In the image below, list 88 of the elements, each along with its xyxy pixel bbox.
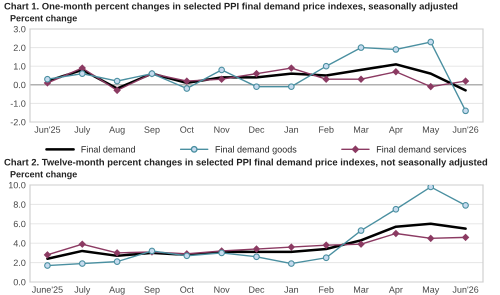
point xyxy=(253,253,260,260)
x-tick-label: July xyxy=(74,126,90,135)
chart-title: Chart 1. One-month percent changes in selected PPI final demand price indexes, seasonally adjusted xyxy=(4,2,458,12)
x-tick-label: Jun'25 xyxy=(34,126,60,133)
x-tick-label: Mar xyxy=(354,286,369,293)
x-tick-label: Jun'26 xyxy=(452,126,478,133)
y-tick-label: 6.0 xyxy=(14,220,26,228)
x-tick-label: Oct xyxy=(180,286,194,293)
point xyxy=(44,76,51,83)
x-tick-label: Feb xyxy=(319,286,334,293)
x-tick-label: Jan xyxy=(284,286,298,293)
x-tick-label: May xyxy=(422,286,440,295)
point xyxy=(78,240,86,248)
y-axis-title: Percent change xyxy=(10,14,77,24)
x-tick-label: Jan xyxy=(284,126,298,133)
y-tick-label: 0.0 xyxy=(14,82,26,88)
x-tick-label: July xyxy=(74,286,90,295)
point xyxy=(114,86,121,94)
chart-title: Chart 2. Twelve-month percent changes in selected PPI final demand price indexes, not seasonally adjusted xyxy=(4,158,488,168)
x-tick-label: Nov xyxy=(214,286,230,293)
x-tick-label: Feb xyxy=(319,126,334,133)
legend-label: Final demand services xyxy=(376,146,466,153)
y-tick-label: 2.0 xyxy=(14,260,26,266)
point xyxy=(288,64,295,72)
point xyxy=(44,262,51,269)
point xyxy=(288,260,295,267)
y-tick-label: 0.0 xyxy=(14,278,26,286)
point xyxy=(427,38,434,46)
x-tick-label: Nov xyxy=(214,126,230,133)
x-tick-label: May xyxy=(422,126,440,135)
legend-label: Final demand goods xyxy=(216,146,296,154)
point xyxy=(427,185,434,190)
legend-label: Final demand xyxy=(82,146,135,153)
point xyxy=(427,234,434,242)
point xyxy=(462,234,470,241)
point xyxy=(462,202,469,209)
point xyxy=(392,206,400,213)
point xyxy=(427,83,434,90)
point xyxy=(322,62,330,70)
y-tick-label: 8.0 xyxy=(14,201,26,208)
point xyxy=(253,246,260,253)
point xyxy=(322,242,330,249)
point xyxy=(114,78,120,84)
x-tick-label: Aug xyxy=(109,126,125,135)
x-tick-label: Sep xyxy=(144,286,160,295)
point xyxy=(358,44,364,51)
y-tick-label: 1.0 xyxy=(14,63,26,70)
x-tick-label: Apr xyxy=(388,126,403,135)
x-tick-label: Sep xyxy=(144,126,160,135)
x-tick-label: Jun'26 xyxy=(452,286,478,293)
point xyxy=(358,76,365,83)
point xyxy=(253,70,260,78)
x-tick-label: Dec xyxy=(249,126,264,133)
point xyxy=(78,70,86,77)
y-tick-label: -1.0 xyxy=(10,100,26,107)
point xyxy=(218,76,226,83)
y-tick-label: 10.0 xyxy=(8,182,26,188)
point xyxy=(114,249,121,256)
point xyxy=(322,254,330,262)
point xyxy=(114,258,120,265)
point xyxy=(253,83,260,90)
point xyxy=(322,76,330,83)
y-tick-label: -2.0 xyxy=(10,118,26,126)
x-tick-label: Aug xyxy=(109,286,125,295)
point xyxy=(462,78,470,85)
x-tick-label: Dec xyxy=(249,286,264,293)
point xyxy=(218,250,225,256)
point xyxy=(358,227,364,234)
y-tick-label: 2.0 xyxy=(14,44,26,51)
y-tick-label: 3.0 xyxy=(14,26,26,32)
y-tick-label: 4.0 xyxy=(13,240,26,247)
point xyxy=(288,244,295,251)
point xyxy=(183,85,190,92)
point xyxy=(78,260,86,267)
x-tick-label: June'25 xyxy=(32,286,63,293)
point xyxy=(288,83,295,90)
x-tick-label: Oct xyxy=(180,126,194,133)
point xyxy=(462,108,469,114)
point xyxy=(392,68,400,76)
x-tick-label: Apr xyxy=(388,286,403,295)
point xyxy=(358,240,365,248)
point xyxy=(183,78,190,85)
x-tick-label: Mar xyxy=(354,126,369,133)
point xyxy=(218,66,225,74)
point xyxy=(392,230,400,237)
point xyxy=(44,251,51,258)
point xyxy=(392,46,400,53)
y-axis-title: Percent change xyxy=(10,170,77,180)
